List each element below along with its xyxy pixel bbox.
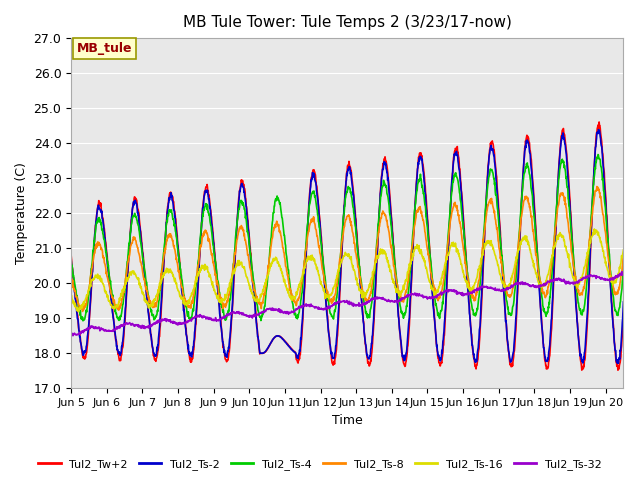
Tul2_Ts-2 bbox=[381, 162, 389, 168]
Tul2_Ts-32 bbox=[67, 334, 75, 339]
Tul2_Ts-4 bbox=[79, 318, 87, 324]
Tul2_Ts-8 bbox=[302, 248, 310, 253]
Tul2_Tw+2 bbox=[620, 311, 627, 316]
Tul2_Ts-2 bbox=[323, 311, 331, 317]
Line: Tul2_Ts-32: Tul2_Ts-32 bbox=[71, 272, 623, 336]
Tul2_Ts-8 bbox=[67, 274, 75, 280]
Tul2_Ts-8 bbox=[111, 297, 118, 303]
Tul2_Tw+2 bbox=[381, 157, 389, 163]
Tul2_Ts-32 bbox=[132, 322, 140, 328]
Tul2_Ts-8 bbox=[382, 213, 390, 219]
Tul2_Tw+2 bbox=[301, 267, 309, 273]
Tul2_Tw+2 bbox=[132, 197, 140, 203]
Tul2_Ts-4 bbox=[314, 207, 321, 213]
Tul2_Ts-4 bbox=[594, 152, 602, 157]
Tul2_Ts-2 bbox=[301, 263, 309, 268]
Line: Tul2_Ts-2: Tul2_Ts-2 bbox=[71, 130, 623, 363]
Tul2_Ts-16 bbox=[314, 264, 321, 270]
Y-axis label: Temperature (C): Temperature (C) bbox=[15, 162, 28, 264]
Tul2_Ts-2 bbox=[620, 299, 627, 305]
Tul2_Ts-8 bbox=[79, 309, 86, 314]
Tul2_Tw+2 bbox=[323, 305, 331, 311]
Tul2_Ts-16 bbox=[67, 293, 75, 299]
Tul2_Ts-32 bbox=[618, 269, 626, 275]
Tul2_Tw+2 bbox=[67, 252, 75, 258]
Tul2_Ts-8 bbox=[620, 252, 627, 257]
Tul2_Ts-16 bbox=[133, 275, 141, 280]
Tul2_Tw+2 bbox=[595, 119, 603, 125]
Tul2_Ts-8 bbox=[593, 184, 601, 190]
Tul2_Ts-4 bbox=[111, 304, 118, 310]
Tul2_Ts-4 bbox=[133, 217, 141, 223]
Tul2_Ts-16 bbox=[302, 261, 310, 266]
Line: Tul2_Ts-8: Tul2_Ts-8 bbox=[71, 187, 623, 312]
Tul2_Ts-32 bbox=[381, 297, 389, 302]
Tul2_Ts-4 bbox=[620, 264, 627, 269]
Tul2_Ts-2 bbox=[132, 201, 140, 206]
Tul2_Ts-32 bbox=[323, 306, 331, 312]
Tul2_Ts-16 bbox=[111, 305, 118, 311]
Tul2_Ts-8 bbox=[133, 242, 141, 248]
Tul2_Tw+2 bbox=[313, 184, 321, 190]
Tul2_Ts-16 bbox=[620, 247, 627, 253]
Text: MB_tule: MB_tule bbox=[77, 42, 132, 55]
Tul2_Ts-2 bbox=[595, 127, 602, 132]
Tul2_Ts-16 bbox=[323, 292, 331, 298]
Tul2_Ts-2 bbox=[313, 191, 321, 196]
Line: Tul2_Tw+2: Tul2_Tw+2 bbox=[71, 122, 623, 370]
Line: Tul2_Ts-16: Tul2_Ts-16 bbox=[71, 229, 623, 312]
Tul2_Ts-4 bbox=[382, 184, 390, 190]
Tul2_Ts-32 bbox=[313, 304, 321, 310]
Legend: Tul2_Tw+2, Tul2_Ts-2, Tul2_Ts-4, Tul2_Ts-8, Tul2_Ts-16, Tul2_Ts-32: Tul2_Tw+2, Tul2_Ts-2, Tul2_Ts-4, Tul2_Ts… bbox=[34, 455, 606, 474]
X-axis label: Time: Time bbox=[332, 414, 363, 427]
Tul2_Ts-32 bbox=[110, 326, 118, 332]
Tul2_Ts-2 bbox=[110, 320, 118, 326]
Title: MB Tule Tower: Tule Temps 2 (3/23/17-now): MB Tule Tower: Tule Temps 2 (3/23/17-now… bbox=[183, 15, 512, 30]
Tul2_Ts-8 bbox=[314, 233, 321, 239]
Tul2_Ts-32 bbox=[620, 270, 627, 276]
Tul2_Tw+2 bbox=[110, 320, 118, 325]
Tul2_Ts-2 bbox=[614, 360, 622, 366]
Tul2_Tw+2 bbox=[614, 367, 621, 373]
Tul2_Ts-8 bbox=[323, 290, 331, 296]
Tul2_Ts-16 bbox=[591, 226, 598, 232]
Tul2_Ts-16 bbox=[75, 309, 83, 315]
Tul2_Ts-4 bbox=[67, 258, 75, 264]
Tul2_Ts-16 bbox=[382, 251, 390, 256]
Tul2_Ts-2 bbox=[67, 256, 75, 262]
Tul2_Ts-32 bbox=[301, 302, 309, 308]
Tul2_Ts-4 bbox=[323, 292, 331, 298]
Line: Tul2_Ts-4: Tul2_Ts-4 bbox=[71, 155, 623, 321]
Tul2_Ts-4 bbox=[302, 244, 310, 250]
